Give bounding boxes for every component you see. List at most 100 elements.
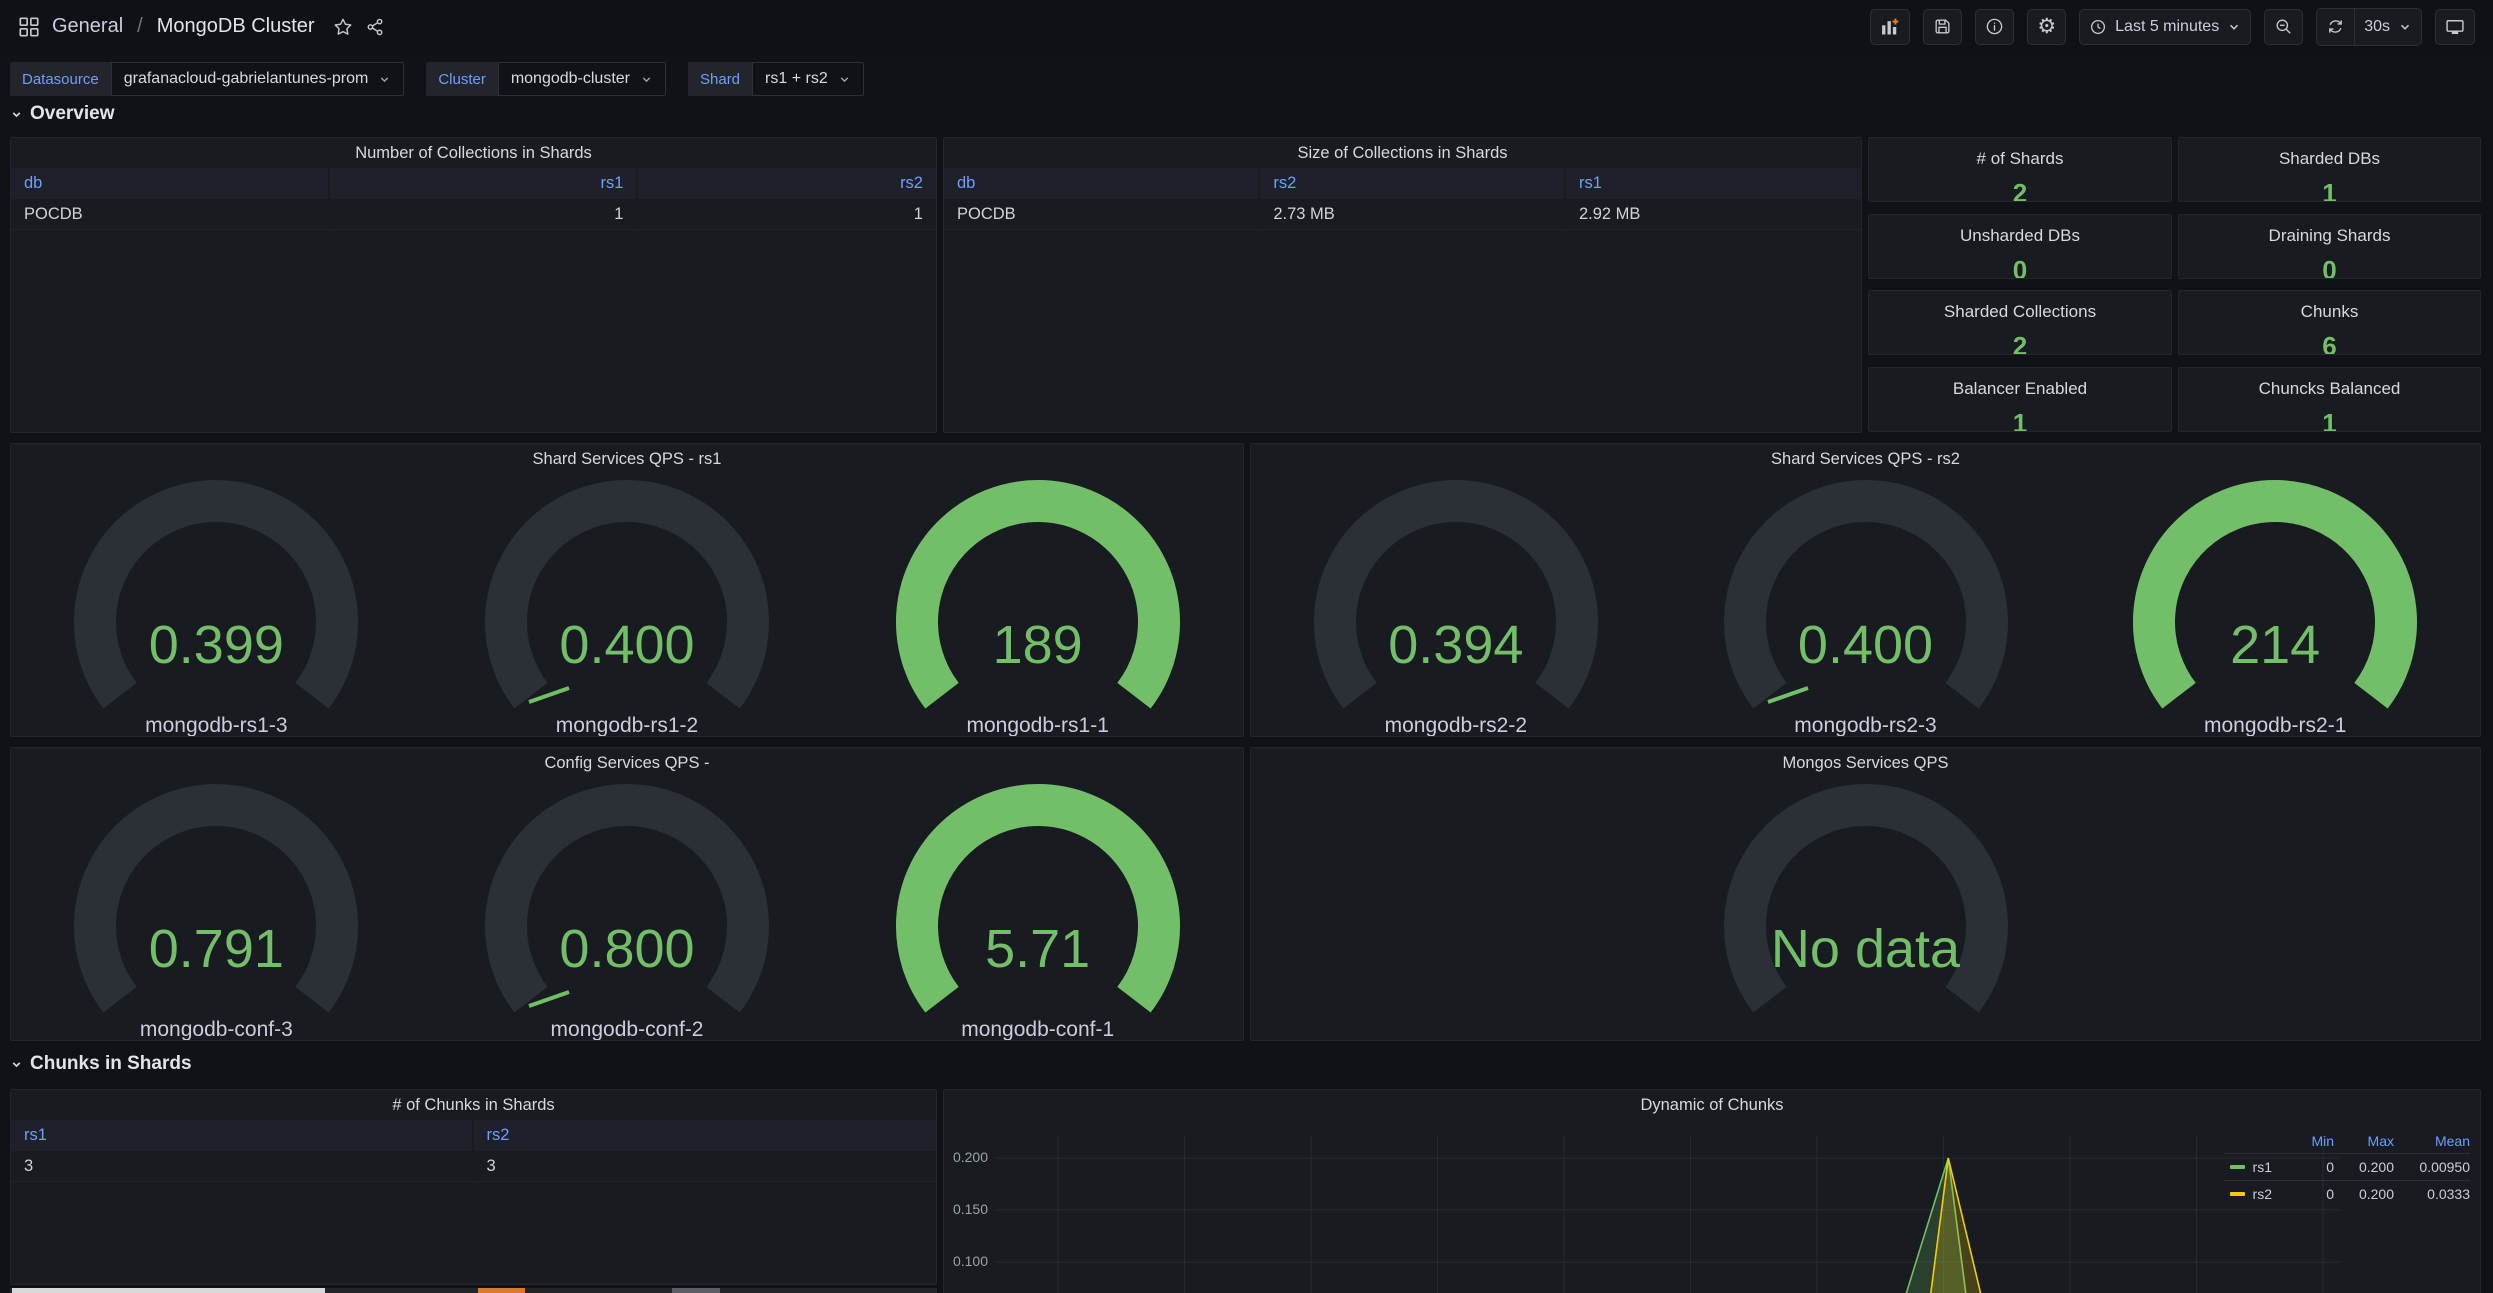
variable-datasource-value[interactable]: grafanacloud-gabrielantunes-prom [110, 62, 405, 96]
gauge-no-data: No data [1251, 778, 2480, 1040]
panel-title[interactable]: Shard Services QPS - rs2 [1771, 449, 1960, 468]
table-header-row: rs1 rs2 [11, 1120, 936, 1151]
column-header-rs1[interactable]: rs1 [1565, 168, 1861, 199]
time-range-label: Last 5 minutes [2115, 17, 2220, 35]
variable-cluster-value[interactable]: mongodb-cluster [497, 62, 666, 96]
gauge-mongodb-rs1-1: 189 mongodb-rs1-1 [832, 474, 1243, 736]
stat-panel-num-shards: # of Shards 2 [1868, 137, 2172, 202]
stat-title[interactable]: Sharded Collections [1943, 302, 2097, 321]
stat-title[interactable]: Draining Shards [2268, 226, 2391, 245]
refresh-group: 30s [2316, 7, 2422, 46]
gauge-arc [895, 480, 1180, 709]
column-header-db[interactable]: db [944, 168, 1261, 199]
gauge-mongodb-rs2-1: 214 mongodb-rs2-1 [2070, 474, 2480, 736]
gauge-value: 214 [2230, 615, 2321, 675]
add-panel-icon [1882, 18, 1899, 34]
refresh-interval-dropdown[interactable]: 30s [2354, 8, 2421, 45]
gear-icon: ⚙ [2037, 15, 2057, 38]
variables-bar: Datasource grafanacloud-gabrielantunes-p… [10, 62, 864, 96]
dashboards-grid-icon[interactable] [18, 16, 40, 38]
panel-title[interactable]: Config Services QPS - [544, 753, 710, 772]
time-range-button[interactable]: Last 5 minutes [2079, 8, 2252, 45]
add-panel-button[interactable] [1870, 8, 1911, 45]
chevron-down-icon [642, 76, 651, 82]
dashboard-settings-button[interactable]: ⚙ [2027, 8, 2067, 45]
section-header-chunks[interactable]: Chunks in Shards [10, 1053, 192, 1075]
table-header-row: db rs1 rs2 [11, 168, 936, 199]
column-header-rs2[interactable]: rs2 [473, 1120, 936, 1151]
y-axis-tick: 0.150 [952, 1201, 988, 1217]
legend-series-rs2[interactable]: rs2 [2223, 1180, 2282, 1207]
gauge-value: 5.71 [985, 919, 1091, 979]
zoom-out-button[interactable] [2264, 8, 2304, 45]
legend-series-rs1[interactable]: rs1 [2223, 1153, 2282, 1180]
panel-sizes-table: Size of Collections in Shards db rs2 rs1… [943, 137, 1862, 433]
gauge-arc [485, 480, 769, 709]
cell-db: POCDB [11, 199, 331, 230]
panel-title[interactable]: Shard Services QPS - rs1 [532, 449, 722, 468]
panel-title[interactable]: # of Chunks in Shards [392, 1095, 555, 1114]
refresh-interval-label: 30s [2364, 17, 2390, 35]
panel-collections-table: Number of Collections in Shards db rs1 r… [10, 137, 937, 433]
zoom-out-icon [2276, 19, 2291, 34]
tv-mode-button[interactable] [2435, 8, 2475, 45]
gauge-value: 0.791 [148, 919, 284, 979]
stat-title[interactable]: # of Shards [1976, 149, 2064, 168]
legend-rs2-max: 0.200 [2334, 1180, 2394, 1207]
stat-panel-unsharded-dbs: Unsharded DBs 0 [1868, 214, 2172, 279]
stat-title[interactable]: Chunks [2300, 302, 2359, 321]
cell-rs2: 2.73 MB [1260, 199, 1566, 230]
gauge-arc [1723, 480, 2008, 709]
no-data-text: No data [1770, 919, 1961, 979]
column-header-rs1[interactable]: rs1 [330, 168, 639, 199]
gauge-label: mongodb-rs2-3 [1794, 714, 1937, 737]
gauge-arc [74, 480, 359, 709]
gauge-arc [74, 784, 359, 1013]
stat-title[interactable]: Unsharded DBs [1959, 226, 2080, 245]
gauge-label: mongodb-conf-1 [961, 1018, 1115, 1041]
share-icon[interactable] [365, 17, 385, 37]
breadcrumb-section[interactable]: General [52, 15, 124, 37]
panel-title[interactable]: Mongos Services QPS [1782, 753, 1949, 772]
panel-title[interactable]: Number of Collections in Shards [355, 143, 592, 162]
variable-shard-value[interactable]: rs1 + rs2 [752, 62, 864, 96]
stat-panel-sharded-collections: Sharded Collections 2 [1868, 290, 2172, 355]
column-header-rs2[interactable]: rs2 [1260, 168, 1566, 199]
breadcrumb: General / MongoDB Cluster [18, 15, 385, 38]
column-header-rs1[interactable]: rs1 [11, 1120, 474, 1151]
gauge-arc [2133, 480, 2418, 709]
stat-title[interactable]: Balancer Enabled [1952, 379, 2088, 398]
gauge-arc [1313, 480, 1598, 709]
gauge-mongodb-rs1-2: 0.400 mongodb-rs1-2 [422, 474, 833, 736]
gauge-arc [895, 784, 1180, 1013]
legend-rs1-min: 0 [2282, 1153, 2334, 1180]
refresh-button[interactable] [2317, 8, 2355, 45]
cell-rs2: 3 [473, 1151, 936, 1182]
gauge-label: mongodb-conf-2 [550, 1018, 704, 1041]
legend-rs2-mean: 0.0333 [2394, 1180, 2470, 1207]
star-icon[interactable] [333, 17, 353, 37]
column-header-db[interactable]: db [11, 168, 331, 199]
table-row: 3 3 [11, 1151, 936, 1182]
legend-header-mean[interactable]: Mean [2434, 1133, 2470, 1149]
gauge-value: 0.400 [1797, 615, 1934, 675]
column-header-rs2[interactable]: rs2 [638, 168, 936, 199]
cell-db: POCDB [944, 199, 1261, 230]
gauge-mongodb-rs2-3: 0.400 mongodb-rs2-3 [1661, 474, 2071, 737]
legend-header-min[interactable]: Min [2311, 1133, 2334, 1149]
panel-title[interactable]: Dynamic of Chunks [1640, 1095, 1784, 1114]
legend-header-max[interactable]: Max [2367, 1133, 2394, 1149]
section-header-overview[interactable]: Overview [10, 103, 115, 125]
stat-title[interactable]: Sharded DBs [2278, 149, 2381, 168]
panel-mongos-qps: Mongos Services QPS No data [1250, 747, 2481, 1041]
panel-chunks-table: # of Chunks in Shards rs1 rs2 3 3 [10, 1089, 937, 1285]
save-dashboard-button[interactable] [1923, 8, 1963, 45]
stat-title[interactable]: Chuncks Balanced [2258, 379, 2401, 398]
clock-icon [2091, 19, 2106, 34]
panel-title[interactable]: Size of Collections in Shards [1297, 143, 1508, 162]
panel-config-qps: Config Services QPS - 0.791 mongodb-conf… [10, 747, 1244, 1041]
dashboard-info-button[interactable] [1975, 8, 2015, 45]
variable-cluster: Cluster mongodb-cluster [426, 62, 666, 96]
chevron-down-icon [840, 76, 848, 82]
